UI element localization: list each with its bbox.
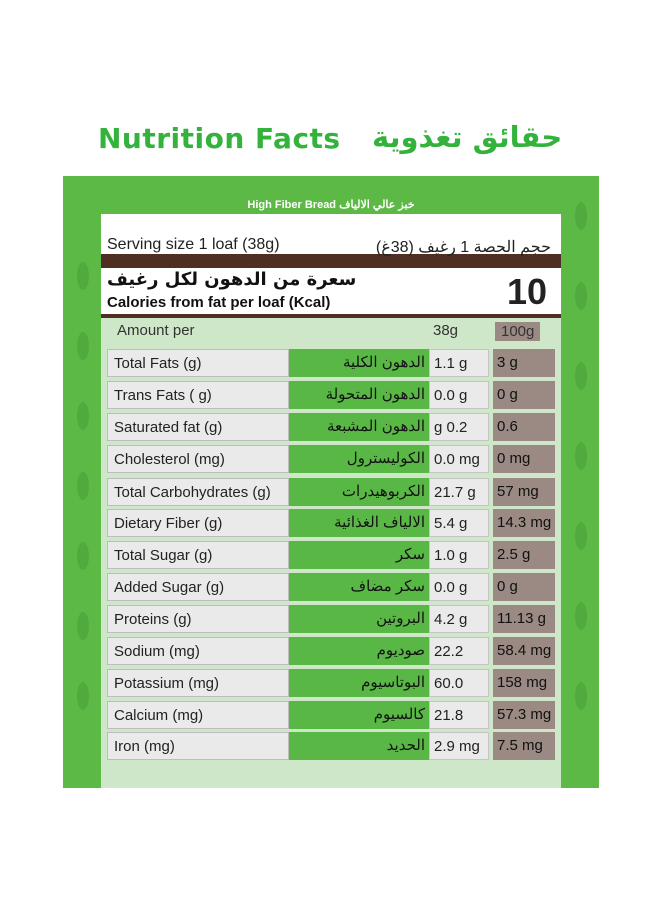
table-row: Cholesterol (mg) الكوليسترول 0.0 mg 0 mg — [107, 445, 555, 473]
nutrient-name-english: Trans Fats ( g) — [107, 381, 289, 409]
value-per-100g: 0 mg — [493, 445, 555, 473]
value-per-38g: 0.0 g — [429, 573, 489, 601]
nutrient-name-arabic: الالياف الغذائية — [289, 509, 429, 537]
value-per-100g: 0.6 — [493, 413, 555, 441]
nutrient-name-arabic: صوديوم — [289, 637, 429, 665]
serving-size-arabic: حجم الحصة 1 رغيف (38غ) — [375, 239, 551, 256]
nutrient-name-arabic: كالسيوم — [289, 701, 429, 729]
nutrient-name-english: Calcium (mg) — [107, 701, 289, 729]
calories-label-english: Calories from fat per loaf (Kcal) — [107, 294, 331, 311]
value-per-38g: 5.4 g — [429, 509, 489, 537]
header-100g: 100g — [495, 322, 541, 341]
wheat-decoration-icon — [575, 202, 587, 710]
nutrient-name-english: Total Fats (g) — [107, 349, 289, 377]
calories-section: سعرة من الدهون لكل رغيف Calories from fa… — [101, 268, 561, 318]
nutrient-name-english: Saturated fat (g) — [107, 413, 289, 441]
calories-value: 10 — [506, 271, 547, 312]
value-per-38g: 2.9 mg — [429, 732, 489, 760]
nutrient-name-arabic: البوتاسيوم — [289, 669, 429, 697]
title-english: Nutrition Facts — [98, 122, 341, 155]
nutrient-name-arabic: الدهون المتحولة — [289, 381, 429, 409]
nutrient-name-english: Sodium (mg) — [107, 637, 289, 665]
serving-size-english: Serving size 1 loaf (38g) — [107, 236, 280, 253]
value-per-100g: 57 mg — [493, 478, 555, 506]
value-per-100g: 0 g — [493, 573, 555, 601]
value-per-100g: 11.13 g — [493, 605, 555, 633]
value-per-100g: 0 g — [493, 381, 555, 409]
nutrient-name-arabic: البروتين — [289, 605, 429, 633]
nutrient-name-english: Added Sugar (g) — [107, 573, 289, 601]
value-per-38g: 0.0 g — [429, 381, 489, 409]
serving-size: Serving size 1 loaf (38g) حجم الحصة 1 رغ… — [101, 214, 561, 268]
nutrient-name-arabic: الكربوهيدرات — [289, 478, 429, 506]
nutrient-name-arabic: الحديد — [289, 732, 429, 760]
table-row: Dietary Fiber (g) الالياف الغذائية 5.4 g 14… — [107, 509, 555, 537]
nutrient-name-arabic: سكر — [289, 541, 429, 569]
nutrient-name-arabic: الكوليسترول — [289, 445, 429, 473]
nutrient-name-english: Proteins (g) — [107, 605, 289, 633]
value-per-100g: 57.3 mg — [493, 701, 555, 729]
value-per-38g: 22.2 mg — [429, 637, 489, 688]
title-arabic: حقائق تغذوية — [372, 120, 563, 154]
value-per-38g: 60.0 mg — [429, 669, 489, 720]
wheat-decoration-icon — [77, 262, 89, 710]
value-per-100g: 2.5 g — [493, 541, 555, 569]
table-row: Saturated fat (g) الدهون المشبعة g 0.2 0.6 — [107, 413, 555, 441]
value-per-100g: 3 g — [493, 349, 555, 377]
nutrient-name-english: Total Carbohydrates (g) — [107, 478, 289, 506]
header-38g: 38g — [433, 322, 459, 339]
nutrition-card: High Fiber Bread خبز عالي الالياف Servin… — [101, 196, 561, 788]
nutrient-table: Amount per 38g 100g Total Fats (g) الدهون… — [101, 318, 561, 788]
nutrient-name-english: Potassium (mg) — [107, 669, 289, 697]
product-subtitle: High Fiber Bread خبز عالي الالياف — [101, 196, 561, 214]
value-per-38g: 21.7 g — [429, 478, 489, 506]
table-row: Proteins (g) البروتين 4.2 g 11.13 g — [107, 605, 555, 633]
value-per-100g: 158 mg — [493, 669, 555, 697]
value-per-100g: 58.4 mg — [493, 637, 555, 665]
value-per-38g: 4.2 g — [429, 605, 489, 633]
nutrient-name-english: Iron (mg) — [107, 732, 289, 760]
nutrient-name-arabic: الدهون المشبعة — [289, 413, 429, 441]
value-per-100g: 14.3 mg — [493, 509, 555, 537]
nutrient-name-english: Total Sugar (g) — [107, 541, 289, 569]
calories-label-arabic: سعرة من الدهون لكل رغيف — [107, 269, 357, 290]
value-per-38g: g 0.2 — [429, 413, 489, 441]
nutrient-name-english: Dietary Fiber (g) — [107, 509, 289, 537]
value-per-100g: 7.5 mg — [493, 732, 555, 760]
nutrient-name-arabic: الدهون الكلية — [289, 349, 429, 377]
header-amount-per: Amount per — [117, 322, 195, 339]
nutrient-name-arabic: سكر مضاف — [289, 573, 429, 601]
value-per-38g: 1.1 g — [429, 349, 489, 377]
table-row: Total Carbohydrates (g) الكربوهيدرات 21.7 … — [107, 478, 555, 506]
value-per-38g: 1.0 g — [429, 541, 489, 569]
table-row: Total Sugar (g) سكر 1.0 g 2.5 g — [107, 541, 555, 569]
value-per-38g: 0.0 mg — [429, 445, 489, 473]
nutrition-panel: High Fiber Bread خبز عالي الالياف Servin… — [63, 176, 599, 788]
value-per-38g: 21.8 mg — [429, 701, 489, 752]
nutrient-name-english: Cholesterol (mg) — [107, 445, 289, 473]
table-row: Iron (mg) الحديد 2.9 mg 7.5 mg — [107, 732, 555, 760]
